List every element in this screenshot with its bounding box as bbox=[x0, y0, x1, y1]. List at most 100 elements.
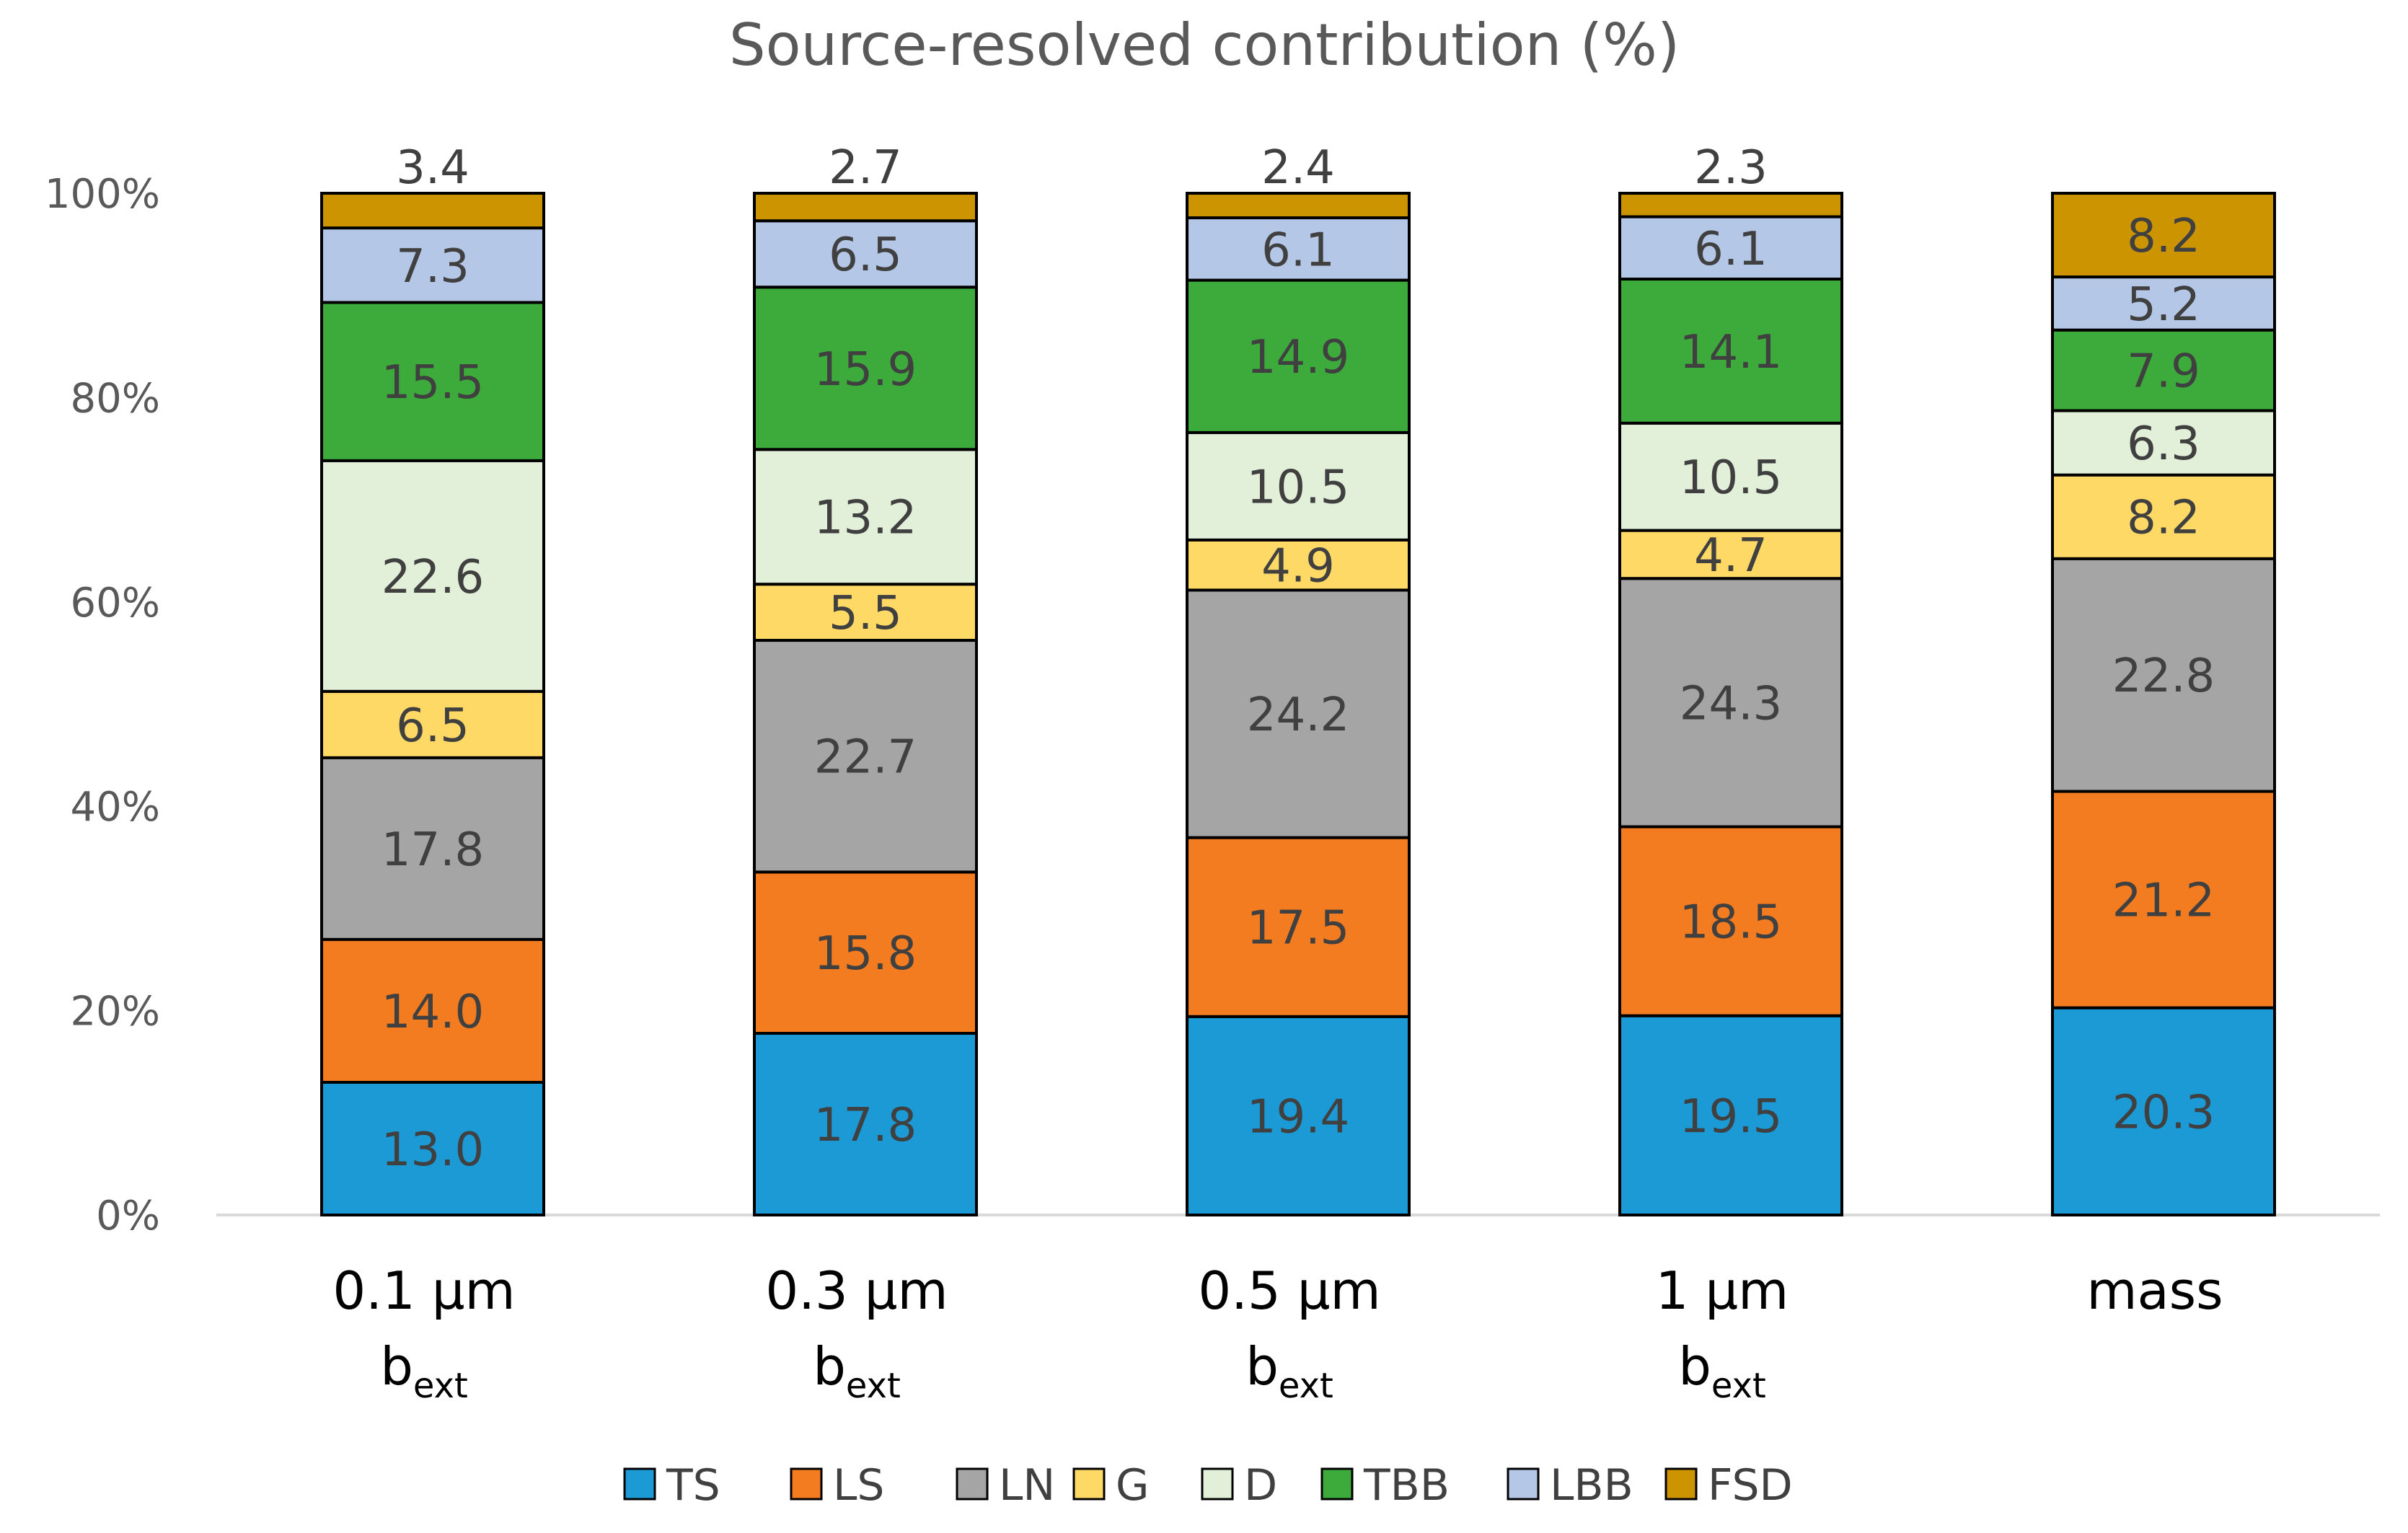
data-label: 21.2 bbox=[2112, 875, 2215, 928]
x-tick-label: 0.5 μm bbox=[1198, 1260, 1380, 1321]
bar-stack: 13.0 14.0 17.8 6.5 22.6 15.5 7.3 3.4 bbox=[320, 141, 545, 1216]
data-label: 5.2 bbox=[2127, 278, 2200, 332]
data-label: 14.9 bbox=[1247, 331, 1350, 384]
legend-label-g: G bbox=[1116, 1460, 1150, 1511]
data-label: 2.4 bbox=[1261, 141, 1335, 195]
bar-segment-fsd bbox=[1186, 192, 1411, 220]
legend-label-ts: TS bbox=[666, 1460, 720, 1511]
data-label: 22.7 bbox=[814, 731, 917, 785]
bar-stack: 20.3 21.2 22.8 8.2 6.3 7.9 5.2 8.2 bbox=[2051, 192, 2276, 1216]
data-label: 10.5 bbox=[1247, 461, 1350, 514]
data-label: 18.5 bbox=[1680, 896, 1783, 950]
bar-segment-ts bbox=[753, 1032, 978, 1217]
data-label: 3.4 bbox=[396, 141, 469, 195]
data-label: 24.3 bbox=[1680, 677, 1783, 730]
data-label: 15.5 bbox=[382, 356, 485, 410]
data-label: 7.3 bbox=[396, 240, 469, 293]
bar-segment-d bbox=[1618, 421, 1843, 532]
data-label: 17.8 bbox=[814, 1099, 917, 1152]
sublabel-main: b bbox=[380, 1336, 413, 1397]
bar-segment-fsd bbox=[2051, 192, 2276, 279]
data-label: 4.7 bbox=[1694, 529, 1768, 583]
bar-segment-fsd bbox=[1618, 192, 1843, 218]
sublabel-subscript: ext bbox=[413, 1366, 468, 1406]
bar-segment-ts bbox=[1186, 1015, 1411, 1216]
legend-swatch-ts bbox=[623, 1467, 656, 1501]
data-label: 22.6 bbox=[382, 551, 485, 604]
bar-segment-d bbox=[1186, 430, 1411, 542]
data-label: 2.3 bbox=[1694, 141, 1768, 195]
legend-label-d: D bbox=[1244, 1460, 1277, 1511]
sublabel-subscript: ext bbox=[1279, 1366, 1333, 1406]
bar-segment-d bbox=[320, 459, 545, 693]
bar-segment-tbb bbox=[753, 286, 978, 451]
legend-swatch-g bbox=[1072, 1467, 1106, 1501]
sublabel-subscript: ext bbox=[1711, 1366, 1766, 1406]
legend-label-lbb: LBB bbox=[1550, 1460, 1633, 1511]
data-label: 19.5 bbox=[1680, 1090, 1783, 1144]
x-tick-sublabel: bext bbox=[380, 1336, 468, 1406]
legend: TS LS LN G D TBB LBB FSD bbox=[623, 1460, 1793, 1511]
legend-swatch-ln bbox=[956, 1467, 989, 1501]
bar-segment-tbb bbox=[1618, 278, 1843, 425]
x-tick-label: 0.3 μm bbox=[765, 1260, 948, 1321]
data-label: 6.5 bbox=[396, 699, 469, 753]
x-tick-label: mass bbox=[2086, 1260, 2223, 1321]
y-axis: 0% 20% 40% 60% 80% 100% bbox=[45, 171, 160, 1240]
bar-stack: 17.8 15.8 22.7 5.5 13.2 15.9 6.5 2.7 bbox=[753, 141, 978, 1217]
data-label: 13.0 bbox=[382, 1123, 485, 1177]
sublabel-main: b bbox=[1245, 1336, 1279, 1397]
bar-segment-lbb bbox=[1186, 216, 1411, 282]
data-label: 13.2 bbox=[814, 492, 917, 545]
legend-label-ls: LS bbox=[833, 1460, 885, 1511]
x-tick-label: 1 μm bbox=[1656, 1260, 1789, 1321]
data-label: 8.2 bbox=[2127, 492, 2200, 545]
x-tick-sublabel: bext bbox=[813, 1336, 901, 1406]
y-tick-label: 80% bbox=[71, 375, 160, 422]
y-tick-label: 60% bbox=[71, 580, 160, 627]
bar-segment-ls bbox=[1618, 825, 1843, 1017]
x-tick-label: 0.1 μm bbox=[332, 1260, 515, 1321]
data-label: 17.8 bbox=[382, 823, 485, 877]
data-label: 6.1 bbox=[1261, 224, 1335, 277]
legend-swatch-d bbox=[1201, 1467, 1234, 1501]
data-label: 10.5 bbox=[1680, 451, 1783, 505]
data-label: 14.1 bbox=[1680, 326, 1783, 379]
legend-swatch-fsd bbox=[1664, 1467, 1698, 1501]
bar-segment-ls bbox=[753, 870, 978, 1035]
data-label: 7.9 bbox=[2127, 345, 2200, 399]
data-label: 6.1 bbox=[1694, 223, 1768, 276]
data-label: 15.8 bbox=[814, 927, 917, 981]
chart-title: Source-resolved contribution (%) bbox=[729, 12, 1680, 79]
bar-segment-d bbox=[753, 448, 978, 586]
data-label: 6.3 bbox=[2127, 418, 2200, 471]
bar-segment-ls bbox=[1186, 836, 1411, 1018]
data-label: 8.2 bbox=[2127, 210, 2200, 263]
data-label: 5.5 bbox=[829, 587, 902, 640]
bar-stack: 19.5 18.5 24.3 4.7 10.5 14.1 6.1 2.3 bbox=[1618, 141, 1843, 1217]
bar-segment-ln bbox=[2051, 557, 2276, 793]
bar-segment-lbb bbox=[2051, 275, 2276, 332]
sublabel-main: b bbox=[1678, 1336, 1711, 1397]
data-label: 4.9 bbox=[1261, 540, 1335, 593]
bar-segment-ls bbox=[2051, 790, 2276, 1010]
bar-segment-ln bbox=[753, 639, 978, 874]
bar-segment-ls bbox=[320, 937, 545, 1084]
bar-segment-ts bbox=[1618, 1014, 1843, 1217]
y-tick-label: 20% bbox=[71, 989, 160, 1035]
data-label: 22.8 bbox=[2112, 650, 2215, 703]
legend-swatch-ls bbox=[790, 1467, 823, 1501]
data-label: 2.7 bbox=[829, 141, 902, 195]
bar-segment-g bbox=[1186, 538, 1411, 592]
data-label: 6.5 bbox=[829, 229, 902, 282]
bar-segment-lbb bbox=[1618, 215, 1843, 281]
bar-segment-fsd bbox=[753, 192, 978, 223]
bar-segment-ts bbox=[2051, 1006, 2276, 1216]
x-tick-sublabel: bext bbox=[1678, 1336, 1766, 1406]
data-label: 20.3 bbox=[2112, 1086, 2215, 1139]
bar-segment-tbb bbox=[1186, 278, 1411, 434]
y-tick-label: 40% bbox=[71, 784, 160, 831]
legend-label-fsd: FSD bbox=[1708, 1460, 1793, 1511]
legend-label-ln: LN bbox=[999, 1460, 1055, 1511]
